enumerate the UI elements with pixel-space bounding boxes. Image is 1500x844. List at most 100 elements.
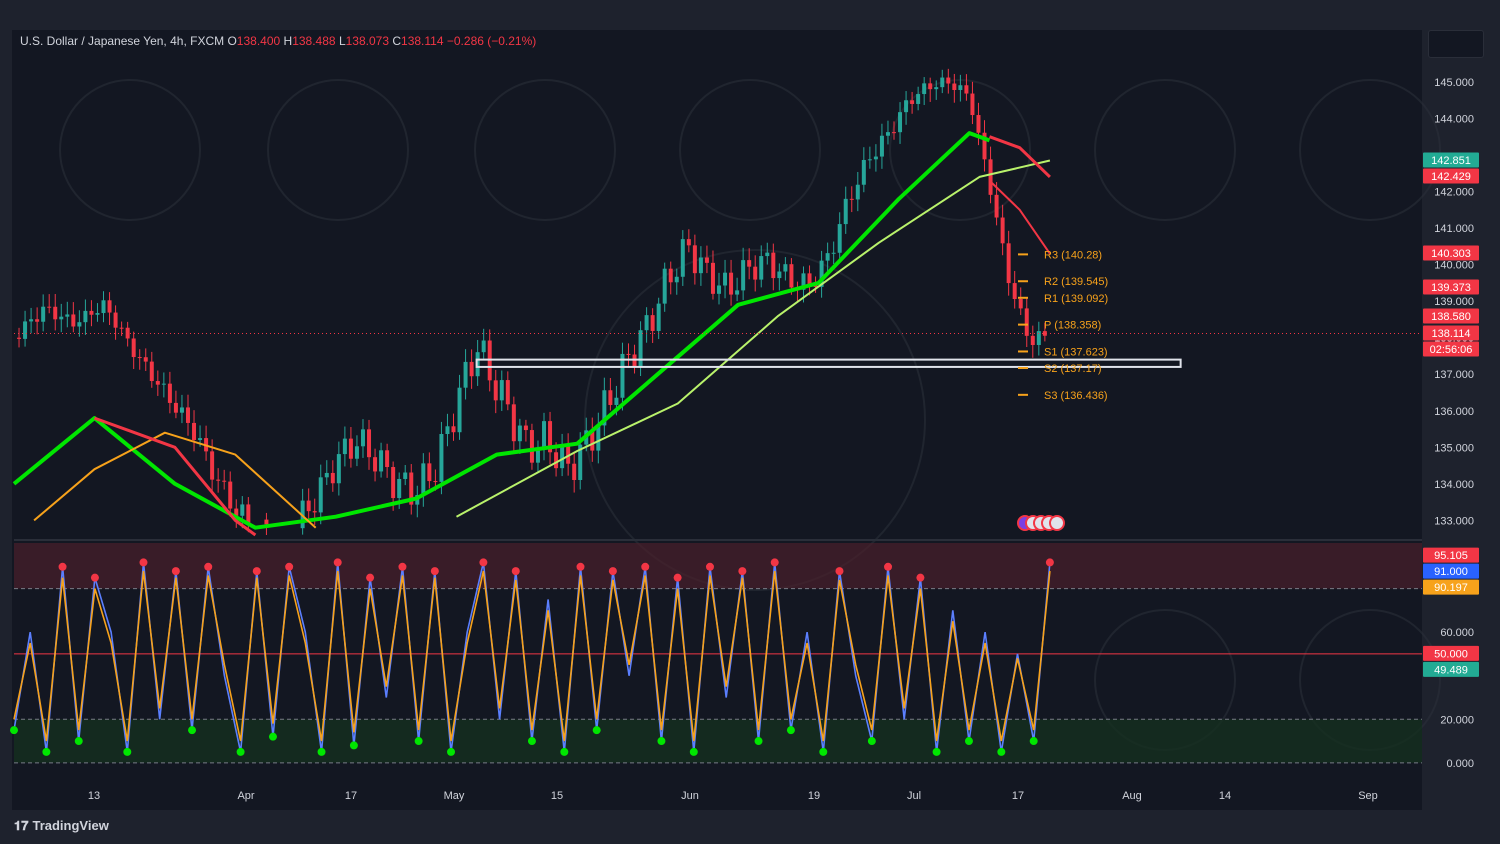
- ma-line-3: [93, 416, 257, 537]
- candle-body: [367, 429, 372, 458]
- candle-body: [958, 85, 963, 90]
- candle-body: [234, 508, 239, 516]
- candle-body: [867, 159, 872, 161]
- tradingview-logo-icon: 𝟏𝟕: [14, 818, 29, 833]
- pivot-label-4: S1 (137.623): [1044, 346, 1108, 358]
- price-badge: [1423, 661, 1479, 677]
- candle-body: [542, 421, 547, 448]
- osc-signal-dot: [689, 747, 698, 756]
- candle-body: [89, 310, 94, 315]
- candle-body: [885, 132, 890, 136]
- osc-signal-dot: [285, 562, 294, 571]
- watermark-icon: [584, 249, 926, 591]
- candle-body: [602, 390, 607, 426]
- osc-signal-dot: [884, 562, 893, 571]
- candle-body: [934, 87, 939, 90]
- candle-body: [644, 315, 649, 331]
- candle-body: [336, 454, 341, 484]
- candle-body: [680, 239, 685, 277]
- candle-body: [698, 257, 703, 274]
- candle-body: [47, 306, 52, 308]
- candle-body: [879, 135, 884, 157]
- candle-body: [620, 353, 625, 398]
- candle-body: [403, 472, 408, 479]
- candle-body: [988, 159, 993, 195]
- candle-body: [692, 245, 697, 274]
- price-badge: [1423, 168, 1479, 184]
- candle-body: [222, 480, 227, 482]
- candle-body: [523, 425, 528, 431]
- osc-signal-dot: [770, 558, 779, 567]
- osc-signal-dot: [527, 737, 536, 746]
- candle-body: [759, 256, 764, 280]
- osc-signal-dot: [317, 747, 326, 756]
- y-tick-label: 139.000: [1434, 296, 1474, 308]
- osc-series-1: [13, 570, 1051, 742]
- x-tick-label: Jun: [681, 790, 699, 802]
- osc-signal-dot: [430, 567, 439, 576]
- ma-line-2: [33, 431, 317, 529]
- candle-body: [819, 260, 824, 287]
- candle-body: [83, 310, 88, 323]
- candle-body: [161, 383, 166, 385]
- candle-body: [312, 511, 317, 513]
- candle-body: [427, 463, 432, 482]
- osc-signal-dot: [738, 567, 747, 576]
- candle-body: [409, 472, 414, 505]
- candle-body: [825, 253, 830, 261]
- osc-signal-dot: [139, 558, 148, 567]
- osc-signal-dot: [997, 747, 1006, 756]
- candle-body: [735, 290, 740, 295]
- candle-body: [143, 357, 148, 362]
- candle-body: [729, 272, 734, 295]
- candle-body: [198, 438, 203, 441]
- osc-signal-dot: [171, 567, 180, 576]
- overbought-band: [14, 543, 1422, 589]
- candle-body: [493, 380, 498, 401]
- candle-body: [517, 425, 522, 442]
- candle-body: [904, 100, 909, 113]
- candle-body: [892, 132, 896, 134]
- candle-body: [1012, 283, 1017, 300]
- candle-body: [318, 477, 323, 513]
- candle-body: [137, 357, 142, 359]
- price-badge: [1423, 325, 1479, 341]
- candle-body: [360, 429, 365, 447]
- candle-body: [626, 353, 631, 355]
- y-tick-label: 137.000: [1434, 369, 1474, 381]
- price-badge-label: 140.303: [1431, 248, 1471, 260]
- osc-signal-dot: [10, 726, 18, 735]
- candle-body: [940, 77, 945, 88]
- y-tick-label: 136.000: [1434, 406, 1474, 418]
- candle-body: [210, 451, 215, 480]
- osc-signal-dot: [819, 747, 828, 756]
- price-badge-label: 95.105: [1434, 550, 1468, 562]
- candle-body: [107, 300, 112, 313]
- price-badge-label: 142.429: [1431, 171, 1471, 183]
- candle-body: [590, 430, 595, 451]
- candle-body: [855, 184, 860, 200]
- y-tick-label: 144.000: [1434, 113, 1474, 125]
- candle-body: [717, 285, 722, 294]
- candle-body: [185, 407, 190, 423]
- candle-body: [765, 252, 770, 257]
- osc-signal-dot: [576, 562, 585, 571]
- candle-body: [131, 338, 136, 358]
- price-badge-label: 142.851: [1431, 155, 1471, 167]
- candle-body: [674, 276, 679, 283]
- candle-body: [439, 434, 444, 482]
- candle-body: [1030, 335, 1035, 345]
- candle-body: [741, 260, 746, 291]
- candle-body: [1000, 217, 1005, 244]
- price-badge-label: 49.489: [1434, 664, 1468, 676]
- price-badge-label: 02:56:06: [1430, 344, 1473, 356]
- tradingview-logo[interactable]: 𝟏𝟕 TradingView: [14, 818, 109, 834]
- support-zone-box[interactable]: [475, 358, 1182, 368]
- settings-button[interactable]: [1428, 30, 1484, 58]
- osc-signal-dot: [42, 747, 51, 756]
- candle-body: [964, 85, 969, 94]
- economic-event-icon[interactable]: [1049, 515, 1065, 531]
- oversold-band: [14, 719, 1422, 763]
- candle-body: [505, 380, 510, 405]
